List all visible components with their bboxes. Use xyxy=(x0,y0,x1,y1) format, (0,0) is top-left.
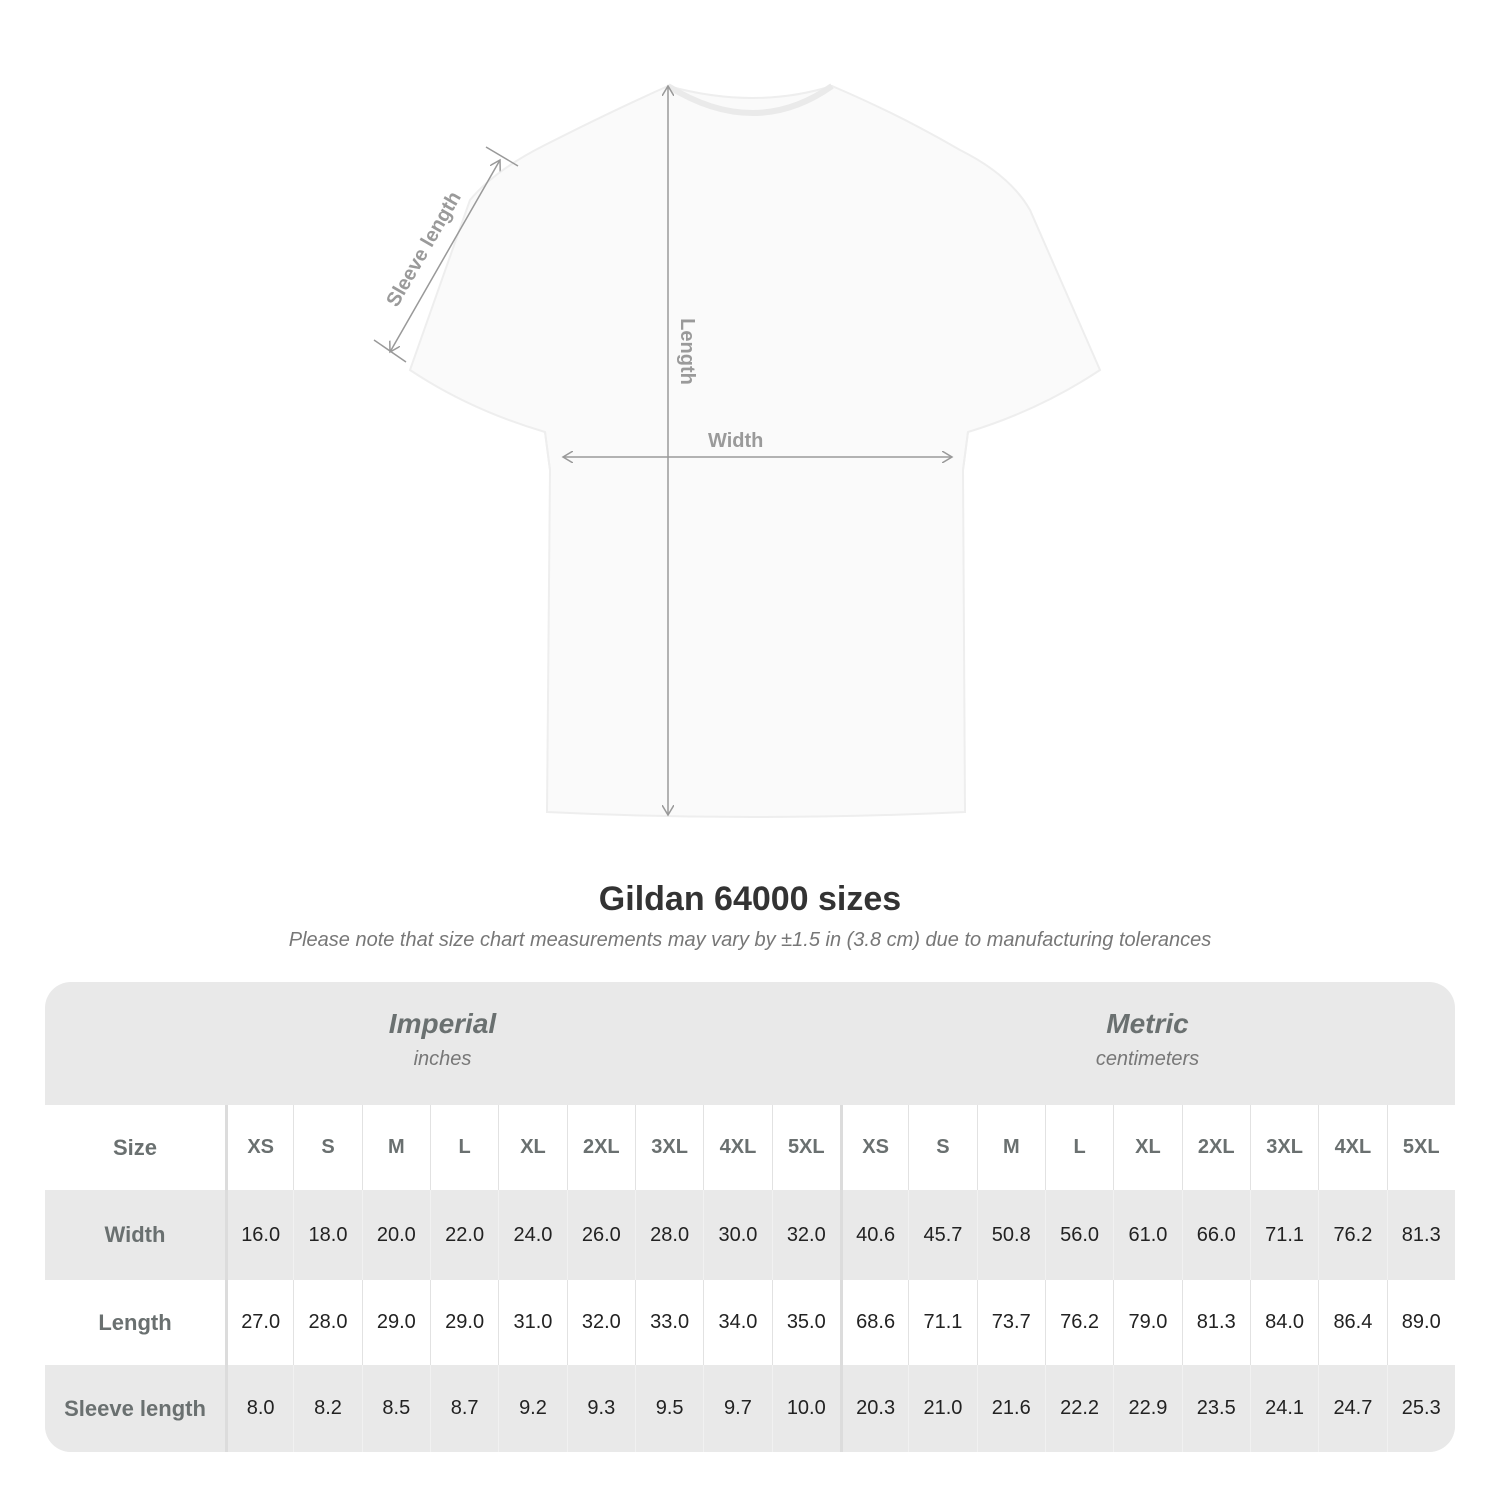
metric-value-cell: 56.0 xyxy=(1044,1190,1113,1280)
metric-value-cell: 73.7 xyxy=(976,1280,1045,1365)
imperial-size-header: L xyxy=(429,1105,498,1190)
metric-value-cell: 81.3 xyxy=(1386,1190,1455,1280)
row-label: Size xyxy=(112,1134,158,1160)
size-header-row: Size XS S M L XL 2XL 3XL 4XL 5XL XS S M L XL 2XL 3XL 4XL 5… xyxy=(45,1105,1455,1190)
page-title: Gildan 64000 sizes xyxy=(598,880,902,918)
imperial-value-cell: 22.0 xyxy=(429,1190,498,1280)
metric-value-cell: 45.7 xyxy=(908,1190,976,1280)
imperial-size-header: 3XL xyxy=(634,1105,703,1190)
imperial-size-header: 5XL xyxy=(771,1105,840,1190)
table-row: Sleeve length 8.0 8.2 8.5 8.7 9.2 9.3 9.5 9.7 10.… xyxy=(45,1365,1455,1452)
metric-value-cell: 84.0 xyxy=(1249,1280,1318,1365)
metric-value-cell: 76.2 xyxy=(1318,1190,1386,1280)
imperial-value-cell: 8.7 xyxy=(429,1365,498,1452)
metric-value-cell: 23.5 xyxy=(1181,1365,1250,1452)
metric-size-header: XL xyxy=(1113,1105,1181,1190)
imperial-value-cell: 29.0 xyxy=(429,1280,498,1365)
row-label: Sleeve length xyxy=(64,1395,206,1421)
metric-value-cell: 71.1 xyxy=(1249,1190,1318,1280)
metric-value-cell: 22.9 xyxy=(1113,1365,1181,1452)
imperial-value-cell: 9.7 xyxy=(703,1365,771,1452)
metric-value-cell: 66.0 xyxy=(1181,1190,1250,1280)
metric-value-cell: 79.0 xyxy=(1113,1280,1181,1365)
metric-value-cell: 76.2 xyxy=(1044,1280,1113,1365)
imperial-size-header: M xyxy=(361,1105,430,1190)
metric-value-cell: 24.7 xyxy=(1318,1365,1386,1452)
imperial-value-cell: 32.0 xyxy=(566,1280,635,1365)
metric-size-header: M xyxy=(976,1105,1045,1190)
metric-value-cell: 86.4 xyxy=(1318,1280,1386,1365)
tolerance-note: Please note that size chart measurements… xyxy=(288,929,1212,951)
imperial-value-cell: 16.0 xyxy=(225,1190,293,1280)
imperial-value-cell: 8.2 xyxy=(293,1365,361,1452)
imperial-value-cell: 33.0 xyxy=(634,1280,703,1365)
table-row: Length 27.0 28.0 29.0 29.0 31.0 32.0 33.0 34.0 35… xyxy=(45,1280,1455,1365)
imperial-value-cell: 34.0 xyxy=(703,1280,771,1365)
imperial-value-cell: 9.3 xyxy=(566,1365,635,1452)
imperial-title: Imperial xyxy=(388,1008,497,1039)
tshirt-diagram xyxy=(373,83,1102,818)
metric-size-header: XS xyxy=(839,1105,908,1190)
metric-size-header: L xyxy=(1044,1105,1113,1190)
imperial-value-cell: 27.0 xyxy=(225,1280,293,1365)
metric-size-header: S xyxy=(908,1105,976,1190)
table-row: Width 16.0 18.0 20.0 22.0 24.0 26.0 28.0 30.0 32.… xyxy=(45,1190,1455,1280)
imperial-value-cell: 24.0 xyxy=(498,1190,566,1280)
metric-value-cell: 89.0 xyxy=(1386,1280,1455,1365)
metric-value-cell: 22.2 xyxy=(1044,1365,1113,1452)
metric-value-cell: 81.3 xyxy=(1181,1280,1250,1365)
metric-value-cell: 25.3 xyxy=(1386,1365,1455,1452)
metric-value-cell: 68.6 xyxy=(839,1280,908,1365)
metric-value-cell: 21.0 xyxy=(908,1365,976,1452)
imperial-value-cell: 32.0 xyxy=(771,1190,840,1280)
imperial-value-cell: 28.0 xyxy=(634,1190,703,1280)
size-table: Imperial inches Metric centimeters Size X… xyxy=(45,982,1455,1452)
metric-unit: centimeters xyxy=(1095,1048,1200,1070)
imperial-size-header: XS xyxy=(225,1105,293,1190)
imperial-value-cell: 10.0 xyxy=(771,1365,840,1452)
imperial-value-cell: 8.5 xyxy=(361,1365,430,1452)
imperial-size-header: 4XL xyxy=(703,1105,771,1190)
imperial-value-cell: 26.0 xyxy=(566,1190,635,1280)
metric-value-cell: 21.6 xyxy=(976,1365,1045,1452)
metric-header: Metric centimeters xyxy=(840,982,1455,1105)
sleeve-arrow xyxy=(390,160,500,352)
length-label: Length xyxy=(675,318,698,385)
collar xyxy=(666,83,834,116)
imperial-value-cell: 9.5 xyxy=(634,1365,703,1452)
metric-value-cell: 40.6 xyxy=(839,1190,908,1280)
imperial-size-header: 2XL xyxy=(566,1105,635,1190)
imperial-value-cell: 28.0 xyxy=(293,1280,361,1365)
imperial-size-header: XL xyxy=(498,1105,566,1190)
metric-value-cell: 24.1 xyxy=(1249,1365,1318,1452)
row-label: Length xyxy=(98,1309,172,1335)
metric-value-cell: 71.1 xyxy=(908,1280,976,1365)
width-label: Width xyxy=(708,430,764,452)
metric-title: Metric xyxy=(1106,1008,1189,1039)
imperial-unit: inches xyxy=(413,1048,472,1070)
metric-size-header: 4XL xyxy=(1318,1105,1386,1190)
imperial-value-cell: 29.0 xyxy=(361,1280,430,1365)
imperial-value-cell: 9.2 xyxy=(498,1365,566,1452)
imperial-value-cell: 20.0 xyxy=(361,1190,430,1280)
metric-size-header: 3XL xyxy=(1249,1105,1318,1190)
imperial-header: Imperial inches xyxy=(225,982,660,1105)
metric-size-header: 2XL xyxy=(1181,1105,1250,1190)
imperial-value-cell: 31.0 xyxy=(498,1280,566,1365)
imperial-value-cell: 8.0 xyxy=(225,1365,293,1452)
imperial-value-cell: 35.0 xyxy=(771,1280,840,1365)
metric-size-header: 5XL xyxy=(1386,1105,1455,1190)
metric-value-cell: 20.3 xyxy=(839,1365,908,1452)
imperial-value-cell: 30.0 xyxy=(703,1190,771,1280)
row-label: Width xyxy=(104,1222,166,1247)
imperial-value-cell: 18.0 xyxy=(293,1190,361,1280)
metric-value-cell: 50.8 xyxy=(976,1190,1045,1280)
imperial-size-header: S xyxy=(293,1105,361,1190)
metric-value-cell: 61.0 xyxy=(1113,1190,1181,1280)
